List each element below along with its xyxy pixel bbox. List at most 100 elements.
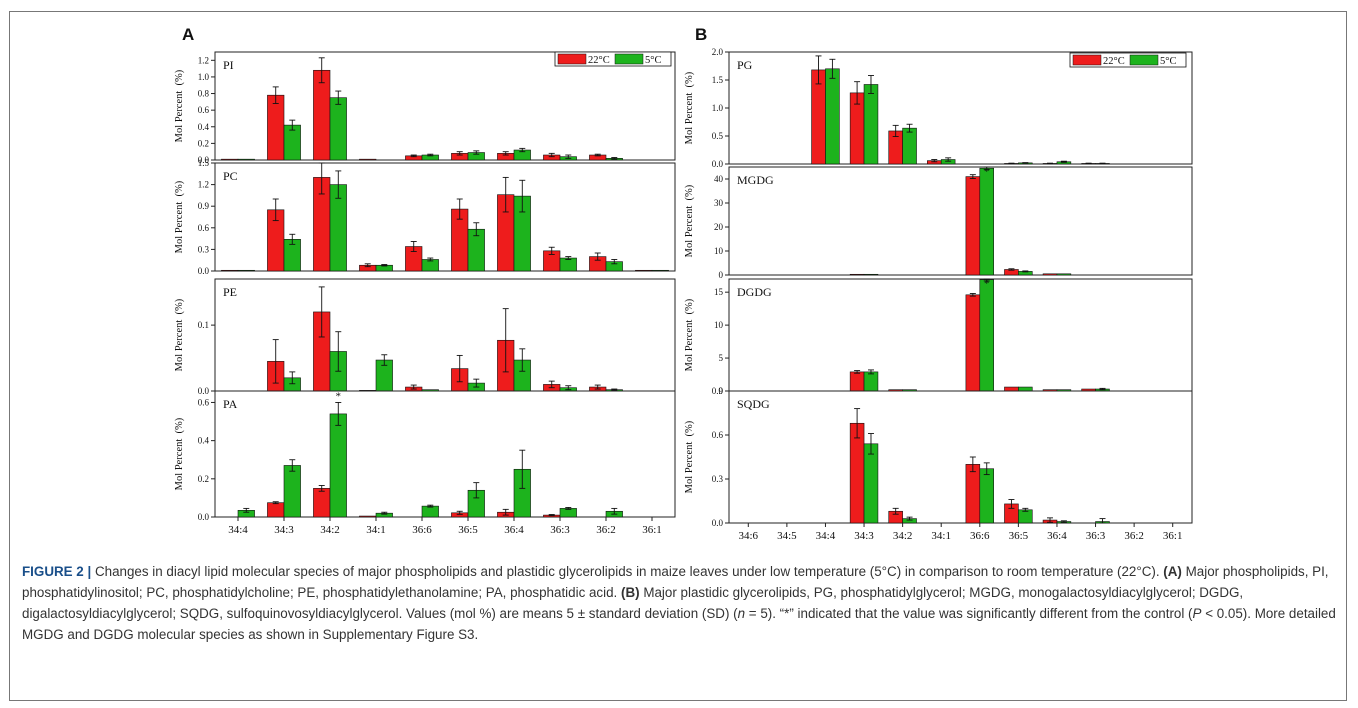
y-axis-label: Mol Percent (%) (684, 71, 695, 144)
x-tick-label: 34:3 (854, 530, 874, 542)
subplot-name: DGDG (737, 285, 772, 299)
y-tick-label: 0.2 (198, 474, 209, 484)
subplot-pi: 0.0 0.2 0.4 0.6 0.8 1.0 1.2 Mol Percent (%) PI 22… (174, 51, 676, 165)
y-tick-label: 0.3 (712, 474, 724, 484)
y-tick-label: 0.0 (198, 512, 210, 522)
caption-text-3: Major plastidic glycerolipids, PG, phosp… (22, 585, 1244, 621)
y-tick-label: 30 (714, 198, 724, 208)
bar-22c (359, 515, 377, 518)
bar-5c (863, 273, 879, 276)
y-tick-label: 1.0 (198, 72, 210, 82)
legend-label-5c: 5°C (645, 55, 661, 66)
x-tick-label: 36:1 (1163, 530, 1183, 542)
subplot-name: PA (223, 397, 238, 411)
plot-frame (728, 390, 1193, 524)
x-tick-label: 36:6 (970, 530, 990, 542)
y-tick-label: 0.6 (198, 397, 210, 407)
x-tick-label: 36:3 (550, 524, 570, 536)
x-tick-label: 36:4 (1047, 530, 1067, 542)
bar-22c (965, 294, 981, 392)
y-axis-label: Mol Percent (%) (174, 69, 185, 142)
y-tick-label: 0.0 (198, 266, 210, 276)
bar-5c (979, 279, 994, 392)
plot-frame (214, 162, 676, 272)
x-tick-label: 34:2 (893, 530, 913, 542)
bar-22c (1004, 386, 1019, 392)
y-tick-label: 0.0 (198, 155, 210, 165)
x-tick-label: 34:1 (931, 530, 951, 542)
figure-chart: A B 0.0 0.2 0.4 0.6 0.8 1.0 1.2 Mol Percent (%) PI… (174, 25, 1193, 542)
caption-figure-label: FIGURE 2 | (22, 564, 92, 579)
x-tick-label: 34:4 (228, 524, 248, 536)
caption-panel-a-label: (A) (1163, 564, 1182, 579)
subplot-name: SQDG (737, 397, 770, 411)
significance-mark: * (984, 278, 990, 290)
bar-5c (421, 505, 439, 518)
legend-swatch-22c (557, 53, 587, 65)
bar-22c (221, 158, 239, 161)
bar-5c (825, 68, 840, 165)
y-axis-label: Mol Percent (%) (174, 180, 185, 253)
subplot-name: PC (223, 169, 238, 183)
bar-5c (979, 167, 994, 276)
y-axis-label: Mol Percent (%) (174, 417, 185, 490)
bar-5c (559, 257, 577, 272)
x-tick-label: 36:2 (1124, 530, 1144, 542)
y-tick-label: 0.6 (198, 105, 210, 115)
y-tick-label: 0.3 (198, 244, 210, 254)
caption-panel-b-label: (B) (621, 585, 640, 600)
caption-n-symbol: n (737, 606, 746, 621)
y-axis-label: Mol Percent (%) (174, 298, 185, 371)
y-tick-label: 20 (714, 222, 724, 232)
y-tick-label: 10 (714, 320, 724, 330)
bar-5c (1056, 273, 1072, 276)
x-tick-label: 34:6 (739, 530, 759, 542)
x-tick-label: 36:3 (1086, 530, 1106, 542)
bar-22c (267, 502, 285, 518)
panel-label-a: A (182, 25, 194, 44)
y-tick-label: 1.5 (198, 158, 210, 168)
subplot-mgdg: 0 10 20 30 40 Mol Percent (%) MGDG * (684, 166, 1193, 280)
y-tick-label: 1.0 (712, 103, 724, 113)
plot-frame (728, 51, 1193, 165)
caption-text-4: = 5). “*” indicated that the value was s… (745, 606, 1193, 621)
subplot-dgdg: 0 5 10 15 Mol Percent (%) DGDG * (684, 278, 1193, 396)
x-tick-label: 36:5 (1009, 530, 1029, 542)
bar-5c (863, 84, 879, 165)
bar-22c (313, 69, 331, 161)
legend-label-5c: 5°C (1160, 56, 1176, 67)
bar-5c (863, 371, 879, 392)
y-tick-label: 0.0 (712, 518, 724, 528)
legend-swatch-5c (614, 53, 644, 65)
y-tick-label: 0.6 (198, 223, 210, 233)
x-tick-label: 36:6 (412, 524, 432, 536)
bar-22c (965, 464, 981, 524)
y-tick-label: 15 (714, 287, 724, 297)
x-tick-label: 34:2 (320, 524, 340, 536)
x-tick-label: 34:5 (777, 530, 797, 542)
y-tick-label: 0.1 (198, 320, 209, 330)
bar-22c (359, 158, 377, 161)
legend-swatch-5c (1129, 54, 1159, 66)
x-tick-label: 34:3 (274, 524, 294, 536)
y-axis-label: Mol Percent (%) (684, 298, 695, 371)
x-tick-label: 36:5 (458, 524, 478, 536)
bar-5c (651, 269, 669, 272)
bar-22c (849, 371, 865, 392)
caption-p-symbol: P (1192, 606, 1202, 621)
figure-caption: FIGURE 2 | Changes in diacyl lipid molec… (22, 561, 1342, 645)
panel-label-b: B (695, 25, 707, 44)
bar-5c (863, 443, 879, 524)
bar-22c (267, 94, 285, 161)
y-tick-label: 0.0 (712, 159, 724, 169)
x-tick-label: 36:4 (504, 524, 524, 536)
bar-22c (849, 273, 865, 276)
subplot-sqdg: 0.0 0.3 0.6 0.9 Mol Percent (%) SQDG 34:6 34:5 3… (684, 386, 1193, 542)
x-tick-label: 36:2 (596, 524, 616, 536)
y-tick-label: 1.2 (198, 55, 209, 65)
y-tick-label: 40 (714, 174, 724, 184)
bar-22c (965, 176, 981, 276)
x-tick-label: 36:1 (642, 524, 662, 536)
y-tick-label: 0.8 (198, 89, 210, 99)
bar-5c (902, 127, 917, 165)
